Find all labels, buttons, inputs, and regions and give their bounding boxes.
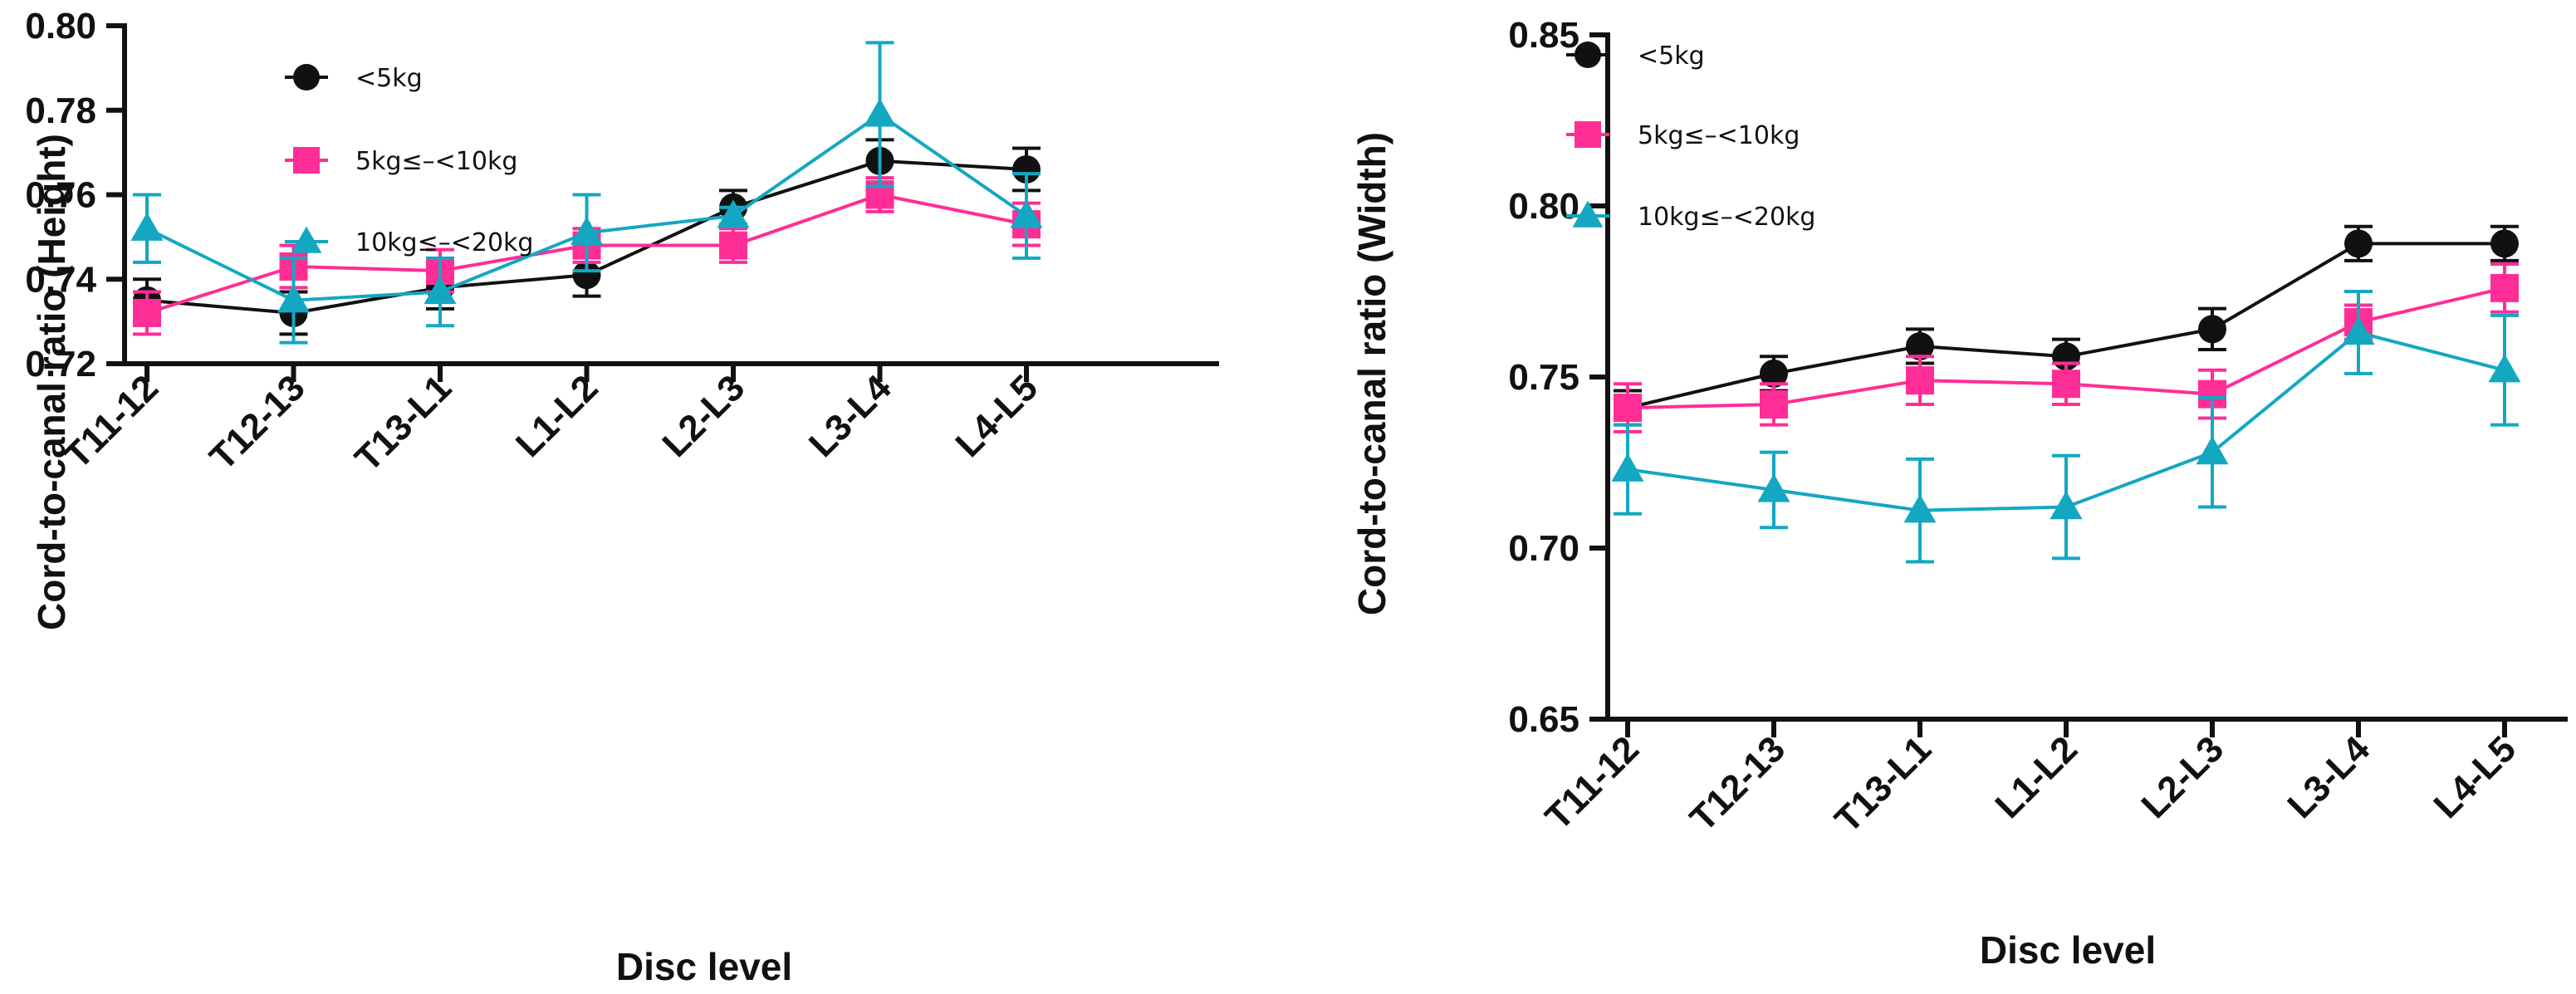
chart-height-y-axis-title: Cord-to-canal ratio (Height) bbox=[30, 134, 73, 630]
chart-height-x-ticks: T11-12 T12-13 T13-L1 L1-L2 L2-L3 L3-L4 L4-L5 bbox=[57, 364, 1046, 479]
chart-height-x-tick-label: L3-L4 bbox=[801, 367, 899, 465]
chart-height-series-2 bbox=[130, 41, 1043, 345]
chart-width-data-point bbox=[2198, 315, 2226, 344]
chart-width-legend-marker bbox=[1574, 121, 1601, 148]
chart-width-data-point bbox=[1757, 473, 1790, 502]
chart-width-data-point bbox=[1903, 494, 1937, 523]
chart-height-y-ticks: 0.72 0.74 0.76 0.78 0.80 bbox=[25, 6, 125, 384]
chart-width-x-tick-label: T13-L1 bbox=[1827, 728, 1939, 840]
chart-height-legend-marker bbox=[293, 64, 320, 91]
chart-height-y-tick-label: 0.74 bbox=[25, 259, 96, 300]
chart-width-legend-item: <5kg bbox=[1566, 42, 1705, 71]
chart-height: 0.720.740.760.780.80 T11-12 T12-13 T13-L1 L… bbox=[25, 6, 1219, 988]
chart-height-legend-item: <5kg bbox=[285, 64, 423, 93]
chart-width-data-point bbox=[1760, 359, 1788, 388]
chart-height-x-axis-title: Disc level bbox=[616, 945, 792, 988]
chart-width-data-point bbox=[2490, 273, 2519, 302]
chart-width-data-point bbox=[1611, 453, 1644, 482]
chart-width-y-tick-label: 0.65 bbox=[1508, 699, 1579, 740]
chart-width-data-point bbox=[2490, 229, 2519, 258]
chart-height-data-point bbox=[424, 275, 457, 305]
chart-width-legend-item: 10kg≤–<20kg bbox=[1566, 200, 1815, 232]
chart-width-legend-marker bbox=[1572, 200, 1604, 228]
chart-height-legend-label: <5kg bbox=[355, 64, 423, 93]
chart-width-x-tick-label: L1-L2 bbox=[1987, 728, 2085, 826]
chart-width-data-point bbox=[1614, 394, 1642, 423]
chart-height-data-point bbox=[719, 231, 747, 260]
chart-height-data-point bbox=[717, 199, 750, 228]
chart-width-legend-label: <5kg bbox=[1638, 42, 1705, 71]
chart-width-x-tick-label: L4-L5 bbox=[2426, 728, 2524, 826]
chart-width-data-point bbox=[2342, 316, 2375, 345]
chart-height-legend-marker bbox=[291, 226, 322, 253]
chart-height-data-point bbox=[572, 261, 601, 290]
chart-width-x-ticks: T11-12 T12-13 T13-L1 L1-L2 L2-L3 L3-L4 L4-L5 bbox=[1538, 719, 2524, 840]
chart-width-legend-label: 10kg≤–<20kg bbox=[1638, 203, 1815, 232]
chart-width-x-tick-label: L2-L3 bbox=[2133, 728, 2231, 826]
chart-width-y-tick-label: 0.75 bbox=[1508, 357, 1579, 398]
chart-width-y-tick-label: 0.70 bbox=[1508, 528, 1579, 569]
chart-width-legend-marker bbox=[1574, 42, 1601, 68]
chart-height-y-tick-label: 0.76 bbox=[25, 175, 96, 216]
chart-width-x-axis-title: Disc level bbox=[1980, 928, 2156, 972]
chart-width-y-tick-label: 0.80 bbox=[1508, 186, 1579, 227]
chart-width-series-2 bbox=[1611, 290, 2521, 564]
chart-width-data-point bbox=[2050, 491, 2083, 520]
chart-width-data-point bbox=[1906, 331, 1934, 360]
chart-height-legend-item: 10kg≤–<20kg bbox=[285, 226, 533, 257]
chart-width-x-tick-label: T12-13 bbox=[1682, 728, 1793, 839]
chart-height-data-point bbox=[133, 298, 161, 327]
chart-height-x-tick-label: L2-L3 bbox=[654, 367, 752, 465]
chart-height-data-point bbox=[277, 284, 311, 313]
chart-height-data-point bbox=[1010, 199, 1043, 228]
chart-width-y-ticks: 0.65 0.70 0.75 0.80 0.85 bbox=[1508, 15, 1608, 740]
chart-width-data-point bbox=[2344, 229, 2373, 258]
chart-height-legend-label: 10kg≤–<20kg bbox=[355, 228, 533, 257]
chart-height-legend-item: 5kg≤–<10kg bbox=[285, 147, 517, 176]
chart-width: 0.65 0.70 0.75 0.80 0.85 T11-12 T12-13 T13-L1 L… bbox=[1350, 15, 2568, 972]
chart-height-y-tick-label: 0.78 bbox=[25, 91, 96, 131]
chart-height-data-point bbox=[130, 212, 164, 241]
chart-height-x-tick-label: L4-L5 bbox=[948, 367, 1046, 465]
chart-height-data-point bbox=[863, 98, 897, 127]
chart-width-data-point bbox=[1760, 389, 1788, 419]
chart-height-y-tick-label: 0.80 bbox=[25, 6, 96, 47]
chart-height-legend-label: 5kg≤–<10kg bbox=[355, 147, 517, 176]
chart-height-data-point bbox=[570, 216, 604, 245]
chart-width-legend-item: 5kg≤–<10kg bbox=[1566, 121, 1800, 150]
chart-width-data-point bbox=[1906, 366, 1934, 395]
chart-width-y-tick-label: 0.85 bbox=[1508, 15, 1579, 56]
chart-height-y-tick-label: 0.72 bbox=[25, 344, 96, 384]
chart-width-x-tick-label: T11-12 bbox=[1538, 728, 1648, 838]
chart-height-x-tick-label: T12-13 bbox=[202, 367, 312, 477]
chart-height-legend: <5kg 5kg≤–<10kg 10kg≤–<20kg bbox=[285, 64, 533, 257]
chart-width-legend-label: 5kg≤–<10kg bbox=[1638, 121, 1800, 150]
chart-width-series bbox=[1611, 224, 2521, 564]
chart-width-legend: <5kg 5kg≤–<10kg 10kg≤–<20kg bbox=[1566, 42, 1815, 232]
chart-height-legend-marker bbox=[293, 147, 320, 174]
chart-width-x-tick-label: L3-L4 bbox=[2280, 728, 2378, 826]
chart-width-y-axis-title: Cord-to-canal ratio (Width) bbox=[1350, 132, 1393, 615]
chart-height-series bbox=[130, 41, 1043, 345]
chart-height-x-tick-label: T13-L1 bbox=[347, 367, 459, 479]
chart-height-x-tick-label: L1-L2 bbox=[508, 367, 606, 465]
chart-width-data-point bbox=[2488, 354, 2521, 383]
chart-width-data-point bbox=[2196, 436, 2229, 465]
chart-height-data-point bbox=[1012, 154, 1041, 184]
chart-width-data-point bbox=[2052, 370, 2080, 399]
